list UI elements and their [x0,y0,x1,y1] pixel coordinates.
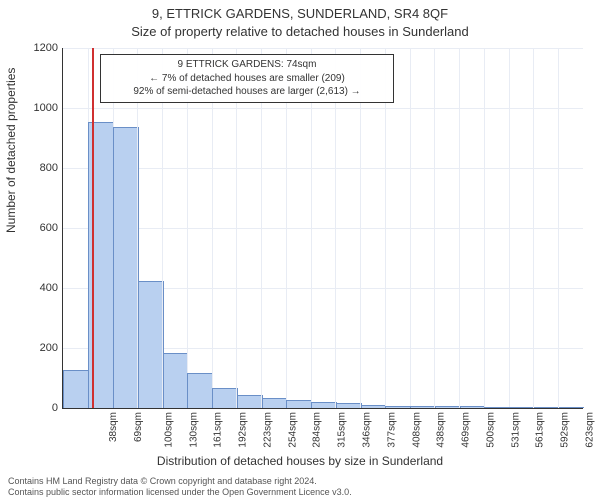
horizontal-gridline [63,48,583,49]
x-tick-label: 561sqm [535,412,546,448]
x-tick-label: 69sqm [133,412,144,442]
x-tick-label: 192sqm [238,412,249,448]
histogram-bar [187,373,213,409]
x-tick-label: 592sqm [560,412,571,448]
histogram-bar [286,400,312,408]
vertical-gridline [484,48,485,408]
x-tick-label: 531sqm [510,412,521,448]
y-tick-label: 600 [18,222,58,234]
page-root: 9, ETTRICK GARDENS, SUNDERLAND, SR4 8QF … [0,0,600,500]
x-tick-label: 438sqm [436,412,447,448]
footer-line2: Contains public sector information licen… [8,487,352,498]
x-tick-label: 469sqm [461,412,472,448]
annotation-line1: 9 ETTRICK GARDENS: 74sqm [107,58,387,72]
x-tick-label: 130sqm [188,412,199,448]
horizontal-gridline [63,228,583,229]
vertical-gridline [434,48,435,408]
horizontal-gridline [63,168,583,169]
property-marker-line [92,48,94,408]
histogram-bar [138,281,164,408]
footer-line1: Contains HM Land Registry data © Crown c… [8,476,352,487]
x-tick-label: 408sqm [411,412,422,448]
y-tick-label: 1200 [18,42,58,54]
x-tick-label: 284sqm [312,412,323,448]
histogram-bar [311,402,337,408]
histogram-bar [63,370,89,409]
x-tick-label: 161sqm [213,412,224,448]
y-tick-label: 800 [18,162,58,174]
histogram-bar [163,353,189,408]
annotation-box: 9 ETTRICK GARDENS: 74sqm ← 7% of detache… [100,54,394,103]
x-tick-label: 377sqm [386,412,397,448]
y-tick-label: 0 [18,402,58,414]
histogram-bar [410,406,436,408]
horizontal-gridline [63,108,583,109]
x-tick-label: 346sqm [362,412,373,448]
histogram-bar [336,403,362,408]
vertical-gridline [533,48,534,408]
y-axis-label: Number of detached properties [4,68,18,233]
histogram-bar [212,388,238,409]
x-tick-label: 38sqm [108,412,119,442]
x-tick-label: 623sqm [584,412,595,448]
histogram-bar [237,395,263,408]
histogram-bar [361,405,387,408]
x-tick-label: 500sqm [485,412,496,448]
x-tick-label: 100sqm [163,412,174,448]
histogram-bar [509,407,535,408]
histogram-bar [460,406,486,408]
vertical-gridline [459,48,460,408]
x-tick-label: 254sqm [287,412,298,448]
y-tick-label: 1000 [18,102,58,114]
annotation-line2: ← 7% of detached houses are smaller (209… [107,72,387,86]
x-tick-label: 223sqm [263,412,274,448]
histogram-bar [113,127,139,409]
histogram-bar [534,407,560,408]
histogram-bar [559,407,585,408]
chart-title-line1: 9, ETTRICK GARDENS, SUNDERLAND, SR4 8QF [0,6,600,21]
histogram-bar [262,398,288,408]
x-tick-label: 315sqm [337,412,348,448]
vertical-gridline [509,48,510,408]
y-tick-label: 400 [18,282,58,294]
vertical-gridline [410,48,411,408]
histogram-bar [385,406,411,409]
histogram-bar [435,406,461,408]
x-axis-label: Distribution of detached houses by size … [0,454,600,468]
vertical-gridline [558,48,559,408]
histogram-bar [484,407,510,408]
annotation-line3: 92% of semi-detached houses are larger (… [107,85,387,99]
y-tick-label: 200 [18,342,58,354]
chart-title-line2: Size of property relative to detached ho… [0,24,600,39]
footer-attribution: Contains HM Land Registry data © Crown c… [8,476,352,499]
